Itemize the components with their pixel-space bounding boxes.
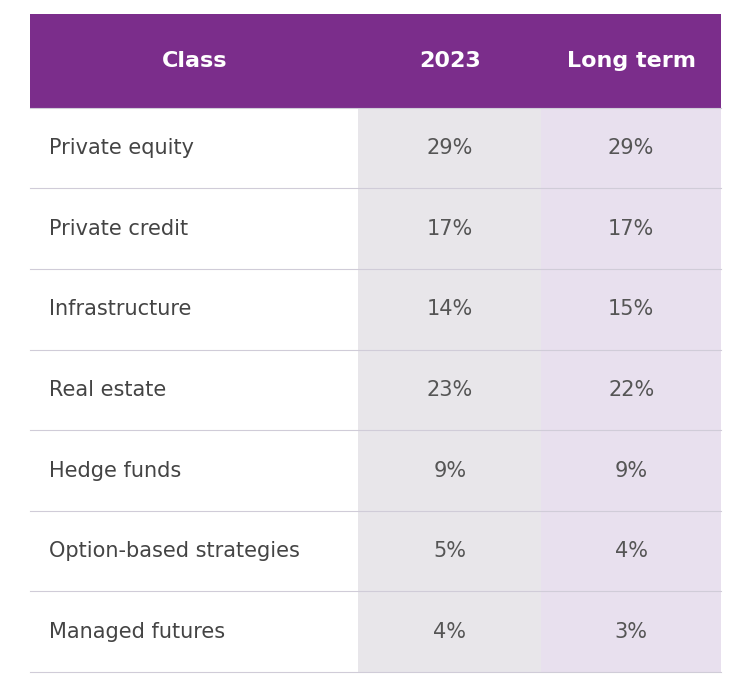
Bar <box>541 430 721 511</box>
Bar <box>30 591 358 672</box>
Bar <box>358 591 541 672</box>
Bar <box>358 511 541 591</box>
Bar <box>358 430 541 511</box>
Bar <box>30 350 358 430</box>
Text: Hedge funds: Hedge funds <box>49 461 181 480</box>
Bar <box>541 108 721 188</box>
Text: 17%: 17% <box>427 219 473 238</box>
Text: 4%: 4% <box>433 622 466 641</box>
Text: Managed futures: Managed futures <box>49 622 225 641</box>
Text: Real estate: Real estate <box>49 380 166 400</box>
Bar <box>541 269 721 350</box>
Text: 9%: 9% <box>433 461 466 480</box>
Text: 17%: 17% <box>608 219 654 238</box>
Bar <box>30 108 358 188</box>
Bar <box>30 269 358 350</box>
Text: 2023: 2023 <box>419 51 481 71</box>
Text: 9%: 9% <box>614 461 647 480</box>
Text: 14%: 14% <box>427 300 473 319</box>
Bar <box>541 350 721 430</box>
Text: 29%: 29% <box>427 138 473 158</box>
Text: Infrastructure: Infrastructure <box>49 300 192 319</box>
Bar <box>358 108 541 188</box>
Bar <box>358 269 541 350</box>
Bar <box>358 188 541 269</box>
Text: 5%: 5% <box>433 541 466 561</box>
Text: Class: Class <box>161 51 227 71</box>
Text: 23%: 23% <box>427 380 473 400</box>
Bar <box>30 430 358 511</box>
Bar <box>30 188 358 269</box>
Text: Private credit: Private credit <box>49 219 188 238</box>
Text: 4%: 4% <box>614 541 647 561</box>
Text: Long term: Long term <box>567 51 695 71</box>
Bar <box>30 14 721 108</box>
Text: Option-based strategies: Option-based strategies <box>49 541 300 561</box>
Bar <box>541 188 721 269</box>
Bar <box>30 511 358 591</box>
Text: 15%: 15% <box>608 300 654 319</box>
Text: Private equity: Private equity <box>49 138 194 158</box>
Text: 29%: 29% <box>608 138 654 158</box>
Bar <box>541 511 721 591</box>
Bar <box>358 350 541 430</box>
Text: 22%: 22% <box>608 380 654 400</box>
Text: 3%: 3% <box>614 622 647 641</box>
Bar <box>541 591 721 672</box>
